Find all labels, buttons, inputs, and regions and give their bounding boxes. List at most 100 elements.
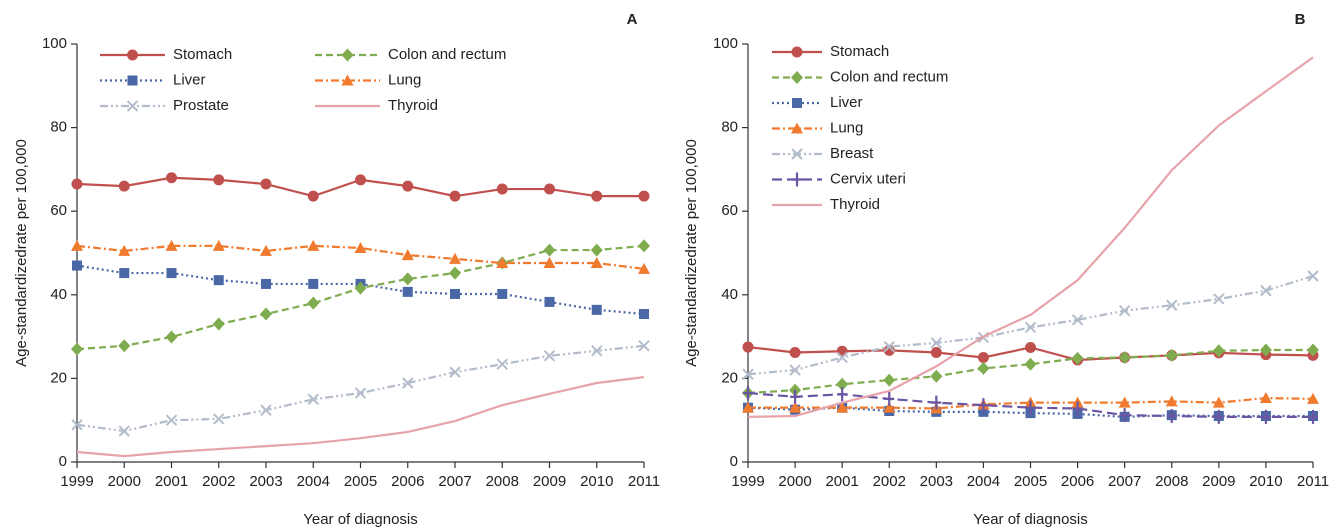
data-point [836,401,849,413]
series-line [76,244,645,351]
x-tick-label: 2006 [1061,473,1094,490]
data-point [261,278,271,289]
data-point [118,180,130,192]
data-point [402,180,414,192]
y-tick-label: 40 [721,286,738,303]
x-tick-label: 2000 [108,473,141,490]
series-line [747,56,1314,418]
data-point [591,190,603,202]
data-point [638,239,650,253]
data-point [260,307,272,321]
data-point [1260,284,1272,297]
y-tick-label: 80 [50,119,67,136]
data-point [71,342,83,356]
legend-marker [791,71,803,84]
data-point [1118,351,1131,364]
x-tick-label: 2010 [580,473,613,490]
data-point [591,304,602,315]
series-line [747,348,1313,395]
data-point [402,377,414,389]
data-point [638,190,650,202]
data-point [1166,299,1178,311]
data-point [260,244,272,256]
data-point [354,241,367,253]
y-tick-label: 0 [730,453,738,470]
data-point [1165,348,1178,362]
legend-marker [792,172,802,187]
data-point [977,352,989,363]
data-point [71,419,83,431]
y-tick-label: 40 [50,286,67,303]
y-tick-label: 80 [721,119,738,136]
panel-label: B [1295,11,1306,28]
x-tick-label: 2004 [297,473,330,490]
y-tick-label: 60 [721,202,738,219]
data-point [930,346,942,358]
x-axis-title: Year of diagnosis [973,511,1088,528]
y-axis-title: Age-standardizedrate per 100,000 [13,139,30,367]
data-point [1260,409,1271,424]
legend-label: Stomach [830,43,889,60]
y-tick-label: 20 [50,369,67,386]
x-tick-label: 2002 [873,473,906,490]
data-point [638,340,650,352]
data-point [118,425,130,437]
data-point [1308,409,1318,424]
legend-marker [791,148,803,160]
data-point [1307,392,1319,404]
data-point [212,239,225,251]
series-line [76,344,645,433]
data-point [213,275,224,286]
x-tick-label: 1999 [60,473,93,490]
x-tick-label: 2007 [1108,473,1141,490]
data-point [544,183,555,195]
legend-marker [127,49,138,61]
data-point [1025,341,1036,353]
data-point [402,286,413,297]
data-point [930,369,943,383]
data-point [71,178,83,190]
x-tick-label: 2008 [486,473,519,490]
data-point [1307,270,1319,282]
legend-marker [127,75,138,86]
legend-marker [791,46,803,58]
data-point [213,413,225,425]
x-tick-label: 2009 [533,473,566,490]
data-point [449,266,461,280]
legend-marker [126,100,139,112]
data-point [496,183,508,195]
data-point [789,346,801,358]
legend-label: Breast [830,145,874,162]
y-tick-label: 0 [59,453,67,470]
data-point [497,288,508,299]
data-point [1072,401,1083,416]
x-tick-label: 2006 [391,473,424,490]
data-point [307,296,320,310]
data-point [354,281,367,295]
data-point [1259,392,1272,404]
y-tick-label: 60 [50,202,67,219]
legend-label: Thyroid [830,196,880,213]
data-point [543,257,556,269]
data-point [118,339,131,353]
data-point [1071,314,1084,326]
data-point [883,401,896,413]
x-tick-label: 2002 [202,473,235,490]
data-point [543,350,556,362]
data-point [165,330,178,344]
data-point [1212,344,1225,358]
y-tick-label: 20 [721,369,738,386]
data-point [260,178,272,190]
x-tick-label: 2011 [628,473,660,490]
x-tick-label: 2007 [438,473,471,490]
data-point [213,174,225,186]
legend-label: Liver [173,71,206,88]
data-point [930,337,943,349]
data-point [260,404,272,416]
data-point [1166,409,1177,424]
data-point [166,172,177,184]
legend-marker [791,122,803,134]
data-point [742,401,754,413]
x-tick-label: 2001 [825,473,858,490]
data-point [931,395,942,410]
